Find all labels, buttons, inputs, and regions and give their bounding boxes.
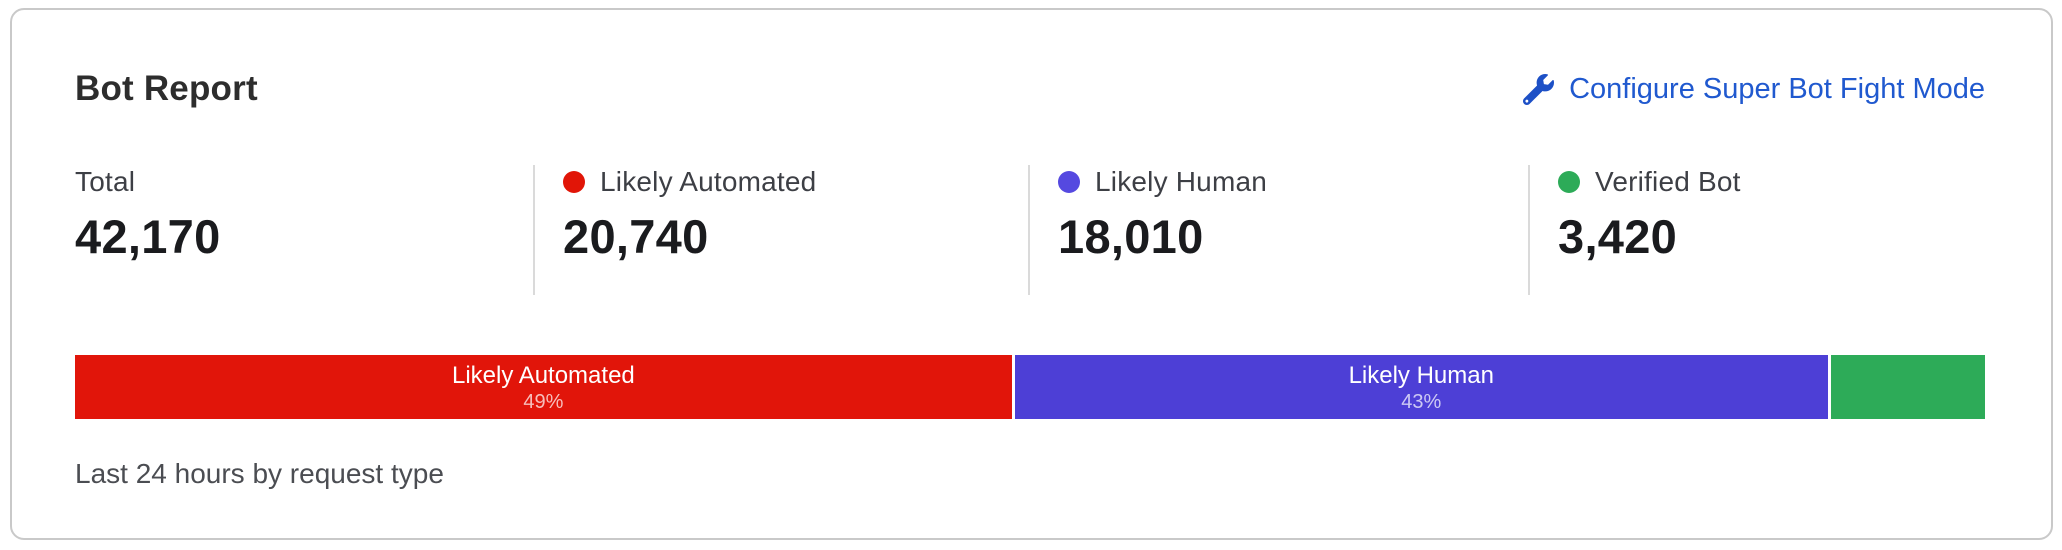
segment-percent: 49%	[523, 390, 564, 413]
stat-label: Likely Automated	[600, 166, 817, 197]
segment-percent: 43%	[1401, 390, 1442, 413]
bot-report-card: Bot Report Configure Super Bot Fight Mod…	[10, 8, 2053, 540]
wrench-icon	[1523, 73, 1555, 105]
stat-likely-automated: Likely Automated 20,740	[533, 165, 1028, 295]
stat-value: 3,420	[1558, 210, 1678, 263]
stat-label: Verified Bot	[1595, 166, 1741, 197]
verified-bot-dot-icon	[1558, 171, 1580, 193]
card-header: Bot Report Configure Super Bot Fight Mod…	[75, 68, 1985, 110]
stat-likely-human: Likely Human 18,010	[1028, 165, 1528, 295]
segment-label: Likely Human	[1348, 361, 1494, 389]
stat-label: Likely Human	[1095, 166, 1268, 197]
stat-label: Total	[75, 166, 136, 197]
likely-automated-dot-icon	[563, 171, 585, 193]
bot-distribution-stacked-bar: Likely Automated 49% Likely Human 43%	[75, 355, 1985, 419]
configure-link-label: Configure Super Bot Fight Mode	[1569, 73, 1985, 105]
bar-segment-likely-human: Likely Human 43%	[1014, 355, 1828, 419]
stats-row: Total 42,170 Likely Automated 20,740 Lik…	[75, 165, 1985, 295]
bar-caption: Last 24 hours by request type	[75, 458, 444, 489]
stat-verified-bot: Verified Bot 3,420	[1528, 165, 1985, 295]
bar-segment-verified-bot	[1830, 355, 1985, 419]
bar-segment-likely-automated: Likely Automated 49%	[75, 355, 1012, 419]
stat-value: 42,170	[75, 210, 221, 263]
likely-human-dot-icon	[1058, 171, 1080, 193]
stat-value: 20,740	[563, 210, 709, 263]
configure-super-bot-fight-mode-link[interactable]: Configure Super Bot Fight Mode	[1523, 71, 1985, 107]
stat-value: 18,010	[1058, 210, 1204, 263]
stat-total: Total 42,170	[75, 165, 533, 295]
segment-label: Likely Automated	[451, 361, 635, 389]
page-title: Bot Report	[75, 69, 258, 108]
